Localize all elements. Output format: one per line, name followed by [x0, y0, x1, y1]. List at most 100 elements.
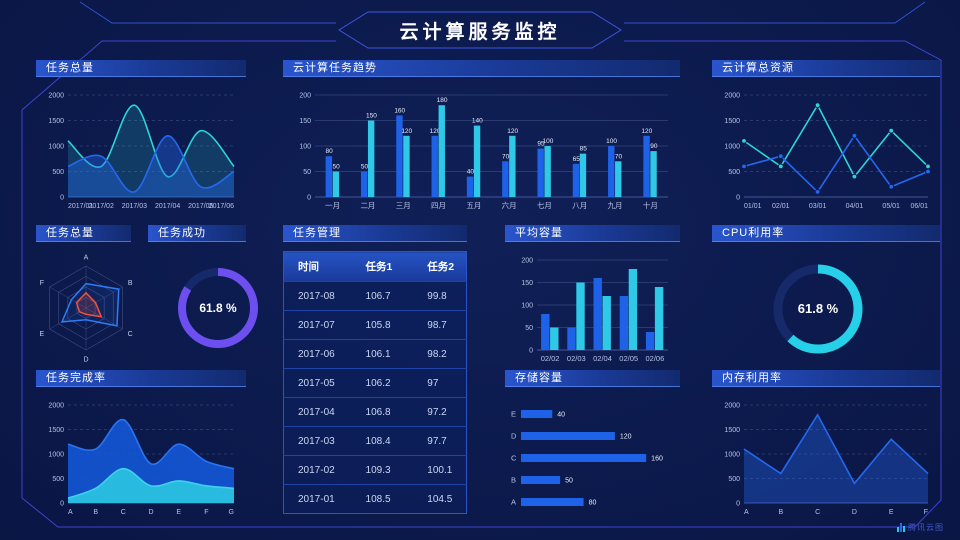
svg-text:50: 50 — [333, 164, 341, 171]
svg-text:02/02: 02/02 — [541, 354, 560, 363]
total-resources-chart: 0 500 1000 1500 2000 01/01 02/01 03/01 04/01 05/0… — [724, 93, 931, 210]
svg-text:0: 0 — [60, 195, 64, 202]
svg-text:F: F — [40, 280, 44, 287]
svg-text:E: E — [511, 410, 516, 419]
task-table: 时间 任务1 任务2 2017-08 106.7 99.8 2017-07 105.8 98.7… — [283, 251, 467, 514]
svg-text:150: 150 — [299, 118, 311, 125]
svg-text:61.8 %: 61.8 % — [798, 301, 839, 316]
panel-total-resources: 云计算总资源 0 500 1000 1500 2000 01/01 02/01 03/01 04… — [712, 60, 940, 213]
svg-text:一月: 一月 — [325, 201, 340, 210]
table-cell: 106.7 — [351, 281, 414, 311]
table-cell: 2017-05 — [283, 368, 352, 398]
brand-label: 腾讯云图 — [908, 523, 944, 532]
table-cell: 108.4 — [351, 426, 414, 456]
svg-text:140: 140 — [472, 118, 483, 125]
svg-text:80: 80 — [589, 500, 597, 507]
svg-text:二月: 二月 — [360, 201, 375, 210]
table-cell: 98.2 — [413, 339, 467, 369]
svg-text:100: 100 — [543, 138, 554, 145]
task-success-donut: 61.8 % — [178, 268, 258, 348]
brand-logo: 腾讯云图 — [897, 522, 944, 533]
svg-text:50: 50 — [361, 164, 369, 171]
table-cell: 98.7 — [413, 310, 467, 340]
storage-chart: E 40 D 120 C 160 B 50 A 80 — [511, 410, 663, 507]
svg-text:A: A — [511, 498, 516, 507]
panel-task-success: 任务成功 61.8 % — [148, 225, 268, 368]
page-title: 云计算服务监控 — [399, 22, 561, 43]
table-row: 2017-08 106.7 99.8 — [283, 281, 467, 311]
table-row: 2017-03 108.4 97.7 — [283, 426, 467, 456]
panel-task-total-area: 任务总量 0 500 1000 1500 2000 2017/01 2017/02 2017/… — [36, 60, 246, 213]
svg-text:B: B — [93, 509, 98, 516]
table-cell: 106.2 — [351, 368, 414, 398]
svg-text:1500: 1500 — [48, 427, 64, 434]
memory-chart: 0 500 1000 1500 2000 A B C D E F — [724, 403, 929, 516]
task-completion-chart: 0 500 1000 1500 2000 A B C D E F G — [48, 403, 235, 516]
svg-text:100: 100 — [521, 303, 533, 310]
panel-title: 云计算任务趋势 — [283, 60, 680, 77]
svg-text:2017/01: 2017/01 — [68, 203, 93, 210]
panel-task-table: 任务管理 时间 任务1 任务2 2017-08 106.7 99.8 2017-07 105.… — [283, 225, 467, 514]
svg-text:150: 150 — [521, 280, 533, 287]
svg-text:0: 0 — [307, 195, 311, 202]
panel-cpu-usage: CPU利用率 61.8 % — [712, 225, 940, 368]
svg-text:100: 100 — [606, 138, 617, 145]
panel-storage: 存储容量 E 40 D 120 C 160 B 50 A 80 — [505, 370, 680, 519]
svg-text:2017/02: 2017/02 — [89, 203, 114, 210]
column-header: 时间 — [283, 251, 352, 282]
svg-text:2017/03: 2017/03 — [122, 203, 147, 210]
table-cell: 2017-03 — [283, 426, 352, 456]
svg-text:02/05: 02/05 — [619, 354, 638, 363]
svg-text:03/01: 03/01 — [809, 203, 827, 210]
svg-text:三月: 三月 — [396, 201, 411, 210]
table-cell: 109.3 — [351, 455, 414, 485]
svg-text:C: C — [121, 509, 126, 516]
svg-text:0: 0 — [529, 348, 533, 355]
svg-text:05/01: 05/01 — [882, 203, 900, 210]
svg-text:A: A — [84, 255, 89, 262]
panel-title: 任务完成率 — [36, 370, 246, 387]
panel-task-radar: 任务总量 A B C D E F — [36, 225, 146, 368]
panel-memory: 内存利用率 0 500 1000 1500 2000 A B C D E F — [712, 370, 940, 519]
svg-text:F: F — [204, 509, 208, 516]
svg-text:500: 500 — [52, 476, 64, 483]
table-cell: 97.2 — [413, 397, 467, 427]
svg-text:D: D — [148, 509, 153, 516]
table-row: 2017-02 109.3 100.1 — [283, 455, 467, 485]
svg-text:2017/04: 2017/04 — [155, 203, 180, 210]
svg-text:120: 120 — [507, 128, 518, 135]
svg-text:85: 85 — [580, 146, 588, 153]
svg-text:十月: 十月 — [643, 200, 658, 210]
task-radar-chart: A B C D E F — [39, 255, 133, 364]
svg-text:70: 70 — [615, 153, 623, 160]
svg-text:2000: 2000 — [48, 93, 64, 100]
svg-text:B: B — [778, 509, 783, 516]
svg-text:G: G — [229, 509, 234, 516]
panel-title: 任务总量 — [36, 60, 246, 77]
svg-text:180: 180 — [437, 97, 448, 104]
svg-text:八月: 八月 — [572, 201, 587, 210]
svg-text:F: F — [924, 509, 928, 516]
table-cell: 97 — [413, 368, 467, 398]
svg-text:D: D — [852, 509, 857, 516]
svg-text:160: 160 — [394, 107, 405, 114]
svg-text:C: C — [815, 509, 820, 516]
svg-text:0: 0 — [736, 195, 740, 202]
svg-text:六月: 六月 — [502, 200, 517, 210]
svg-text:1500: 1500 — [724, 427, 740, 434]
svg-text:100: 100 — [299, 144, 311, 151]
svg-text:500: 500 — [52, 169, 64, 176]
table-cell: 2017-08 — [283, 281, 352, 311]
svg-text:四月: 四月 — [431, 201, 446, 210]
svg-text:61.8 %: 61.8 % — [199, 301, 237, 315]
svg-text:120: 120 — [430, 128, 441, 135]
panel-title: 任务成功 — [148, 225, 246, 242]
svg-text:0: 0 — [736, 501, 740, 508]
svg-text:2017/06: 2017/06 — [209, 203, 234, 210]
svg-text:500: 500 — [728, 169, 740, 176]
svg-text:E: E — [39, 331, 44, 338]
svg-text:50: 50 — [303, 169, 311, 176]
svg-text:B: B — [128, 280, 133, 287]
